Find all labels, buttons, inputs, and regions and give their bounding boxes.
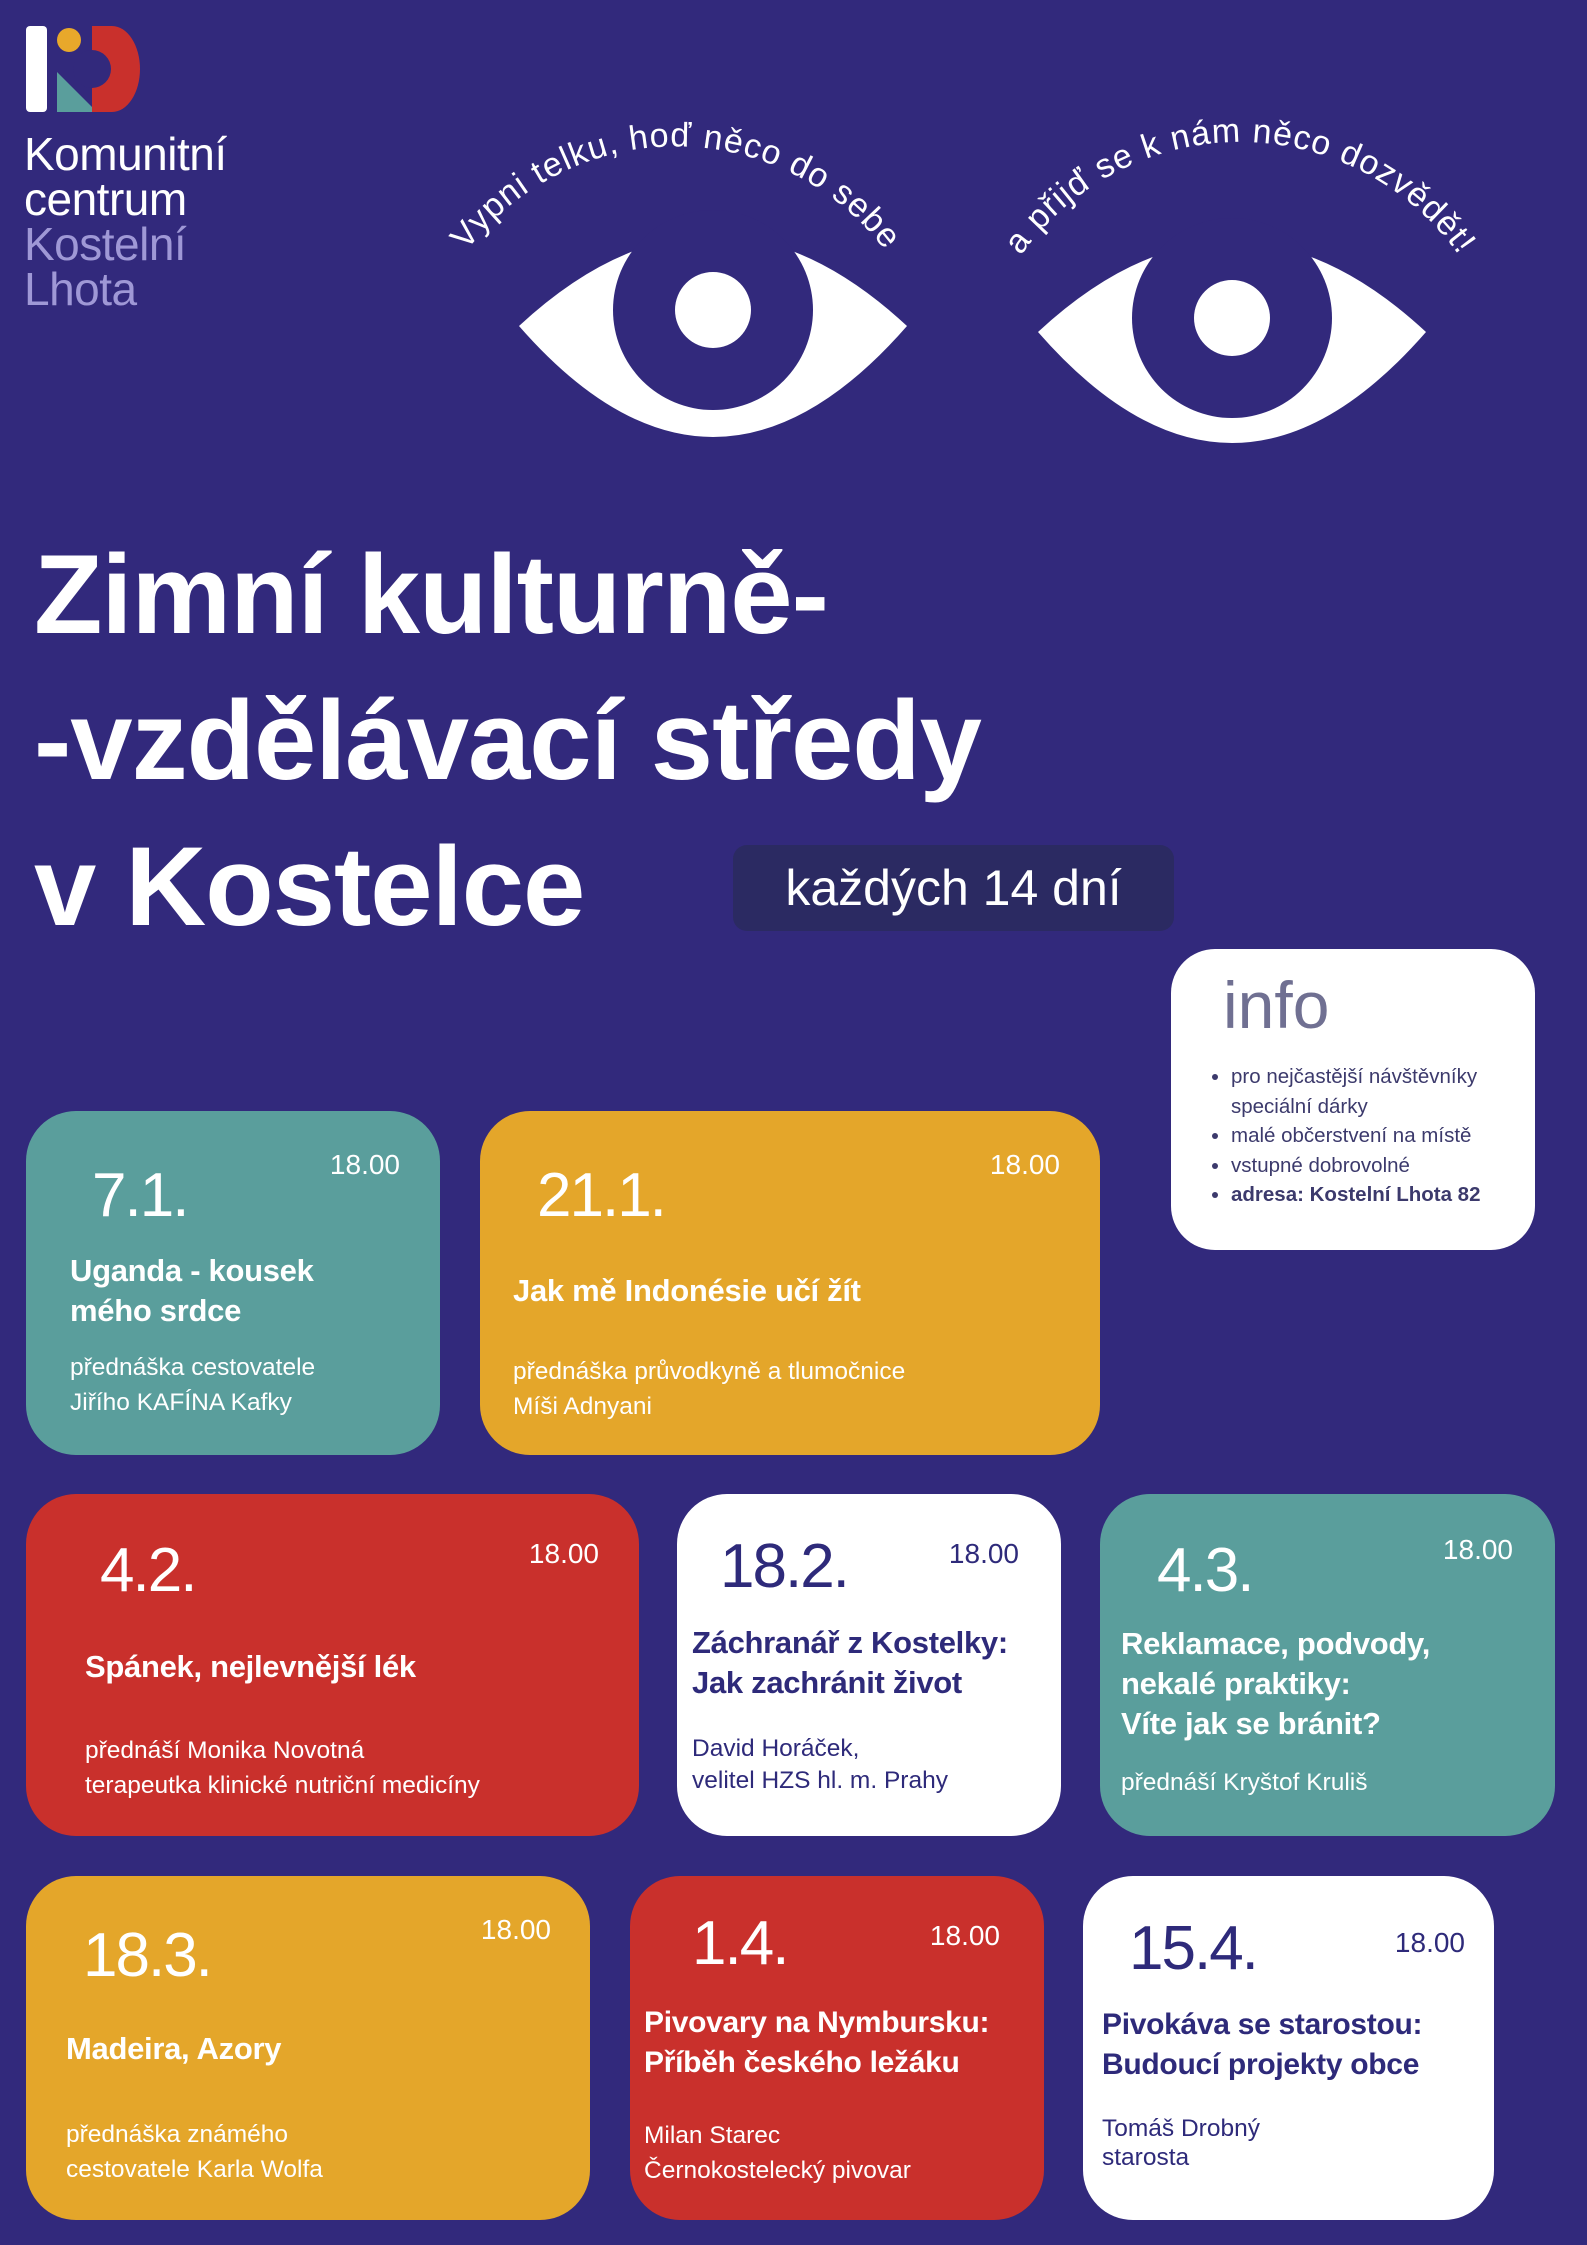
event-card: 21.1. 18.00 Jak mě Indonésie učí žít pře… xyxy=(480,1111,1100,1455)
event-speaker: přednáška známého cestovatele Karla Wolfa xyxy=(66,2117,323,2187)
event-speaker: přednáší Kryštof Kruliš xyxy=(1121,1765,1367,1800)
text-line: mého srdce xyxy=(70,1293,242,1328)
text-line: přednáší Monika Novotná xyxy=(85,1737,365,1764)
event-title: Reklamace, podvody, nekalé praktiky: Víte … xyxy=(1121,1624,1430,1744)
event-card: 1.4. 18.00 Pivovary na Nymbursku: Příběh … xyxy=(630,1876,1044,2220)
text-line: Míši Adnyani xyxy=(513,1393,652,1420)
event-time: 18.00 xyxy=(1442,1534,1513,1565)
event-card: 15.4. 18.00 Pivokáva se starostou: Budouc… xyxy=(1083,1876,1494,2220)
text-line: Madeira, Azory xyxy=(66,2031,282,2066)
page-title: Zimní kulturně- -vzdělávací středy v Kos… xyxy=(34,522,982,960)
event-title: Pivovary na Nymbursku: Příběh českého lež… xyxy=(644,2003,990,2083)
text-line: cestovatele Karla Wolfa xyxy=(66,2156,323,2183)
text-line: Tomáš Drobný xyxy=(1102,2115,1260,2142)
frequency-badge: každých 14 dní xyxy=(733,845,1174,931)
title-line: Zimní kulturně- xyxy=(34,532,829,657)
text-line: Jak zachránit život xyxy=(692,1665,962,1700)
logo-line: Komunitní xyxy=(24,128,227,180)
logo-line: centrum xyxy=(24,173,187,225)
event-card: 7.1. 18.00 Uganda - kousek mého srdce pře… xyxy=(26,1111,440,1455)
text-line: Jak mě Indonésie učí žít xyxy=(513,1273,861,1308)
text-line: Reklamace, podvody, xyxy=(1121,1626,1431,1661)
event-time: 18.00 xyxy=(948,1538,1019,1569)
event-time: 18.00 xyxy=(1394,1927,1465,1958)
event-date: 7.1. xyxy=(92,1161,189,1230)
event-speaker: přednáška cestovatele Jiřího KAFÍNA Kafky xyxy=(70,1350,315,1420)
event-title: Madeira, Azory xyxy=(66,2029,281,2069)
event-time: 18.00 xyxy=(480,1914,551,1945)
event-card: 18.3. 18.00 Madeira, Azory přednáška zná… xyxy=(26,1876,590,2220)
event-time: 18.00 xyxy=(929,1920,1000,1951)
text-line: Jiřího KAFÍNA Kafky xyxy=(70,1389,292,1416)
logo-text: Komunitní centrum Kostelní Lhota xyxy=(24,128,227,315)
info-heading: info xyxy=(1223,968,1330,1042)
text-line: Budoucí projekty obce xyxy=(1102,2048,1420,2081)
event-speaker: Milan Starec Černokostelecký pivovar xyxy=(644,2118,911,2188)
text-line: David Horáček, xyxy=(692,1735,860,1762)
event-time: 18.00 xyxy=(329,1149,400,1180)
event-date: 18.3. xyxy=(83,1921,213,1990)
title-line: v Kostelce xyxy=(34,824,585,949)
text-line: starosta xyxy=(1102,2144,1190,2171)
text-line: Uganda - kousek xyxy=(70,1253,314,1288)
event-date: 1.4. xyxy=(692,1909,789,1978)
event-time: 18.00 xyxy=(528,1538,599,1569)
info-list: pro nejčastější návštěvníky speciální dá… xyxy=(1211,1062,1551,1210)
text-line: Pivokáva se starostou: xyxy=(1102,2008,1423,2041)
logo-icon xyxy=(26,26,140,112)
eye-icon-left xyxy=(519,210,907,437)
logo-line: Kostelní xyxy=(24,218,187,270)
text-line: Pivovary na Nymbursku: xyxy=(644,2006,990,2039)
eye-icon-right xyxy=(1038,218,1426,443)
text-line: Záchranář z Kostelky: xyxy=(692,1625,1008,1660)
text-line: Příběh českého ležáku xyxy=(644,2046,960,2079)
event-card: 18.2. 18.00 Záchranář z Kostelky: Jak zac… xyxy=(677,1494,1061,1836)
event-date: 4.3. xyxy=(1157,1536,1254,1605)
event-title: Spánek, nejlevnější lék xyxy=(85,1647,416,1687)
text-line: Víte jak se bránit? xyxy=(1121,1706,1381,1741)
event-date: 21.1. xyxy=(537,1161,667,1230)
info-box: info pro nejčastější návštěvníky speciál… xyxy=(1171,949,1535,1250)
event-speaker: přednáší Monika Novotná terapeutka klinic… xyxy=(85,1733,480,1803)
text-line: terapeutka klinické nutriční medicíny xyxy=(85,1772,480,1799)
event-date: 18.2. xyxy=(720,1532,850,1601)
logo-line: Lhota xyxy=(24,263,137,315)
event-card: 4.3. 18.00 Reklamace, podvody, nekalé pra… xyxy=(1100,1494,1555,1836)
event-time: 18.00 xyxy=(989,1149,1060,1180)
text-line: přednáší Kryštof Kruliš xyxy=(1121,1769,1368,1796)
text-line: přednáška průvodkyně a tlumočnice xyxy=(513,1358,906,1385)
event-card: 4.2. 18.00 Spánek, nejlevnější lék předn… xyxy=(26,1494,639,1836)
info-item: pro nejčastější návštěvníky speciální dá… xyxy=(1231,1062,1551,1121)
event-date: 4.2. xyxy=(100,1536,197,1605)
eyes-graphic: Vypni telku, hoď něco do sebe a přijď se… xyxy=(443,112,1482,443)
title-line: -vzdělávací středy xyxy=(34,678,982,803)
event-title: Pivokáva se starostou: Budoucí projekty o… xyxy=(1102,2005,1423,2085)
info-item: adresa: Kostelní Lhota 82 xyxy=(1231,1180,1551,1210)
text-line: přednáška známého xyxy=(66,2121,289,2148)
event-date: 15.4. xyxy=(1129,1914,1259,1983)
text-line: Milan Starec xyxy=(644,2122,781,2149)
text-line: Spánek, nejlevnější lék xyxy=(85,1649,416,1684)
event-title: Uganda - kousek mého srdce xyxy=(70,1251,314,1331)
event-speaker: přednáška průvodkyně a tlumočnice Míši Ad… xyxy=(513,1354,905,1424)
info-item: malé občerstvení na místě xyxy=(1231,1121,1551,1151)
event-speaker: Tomáš Drobný starosta xyxy=(1102,2114,1260,2172)
event-title: Záchranář z Kostelky: Jak zachránit život xyxy=(692,1623,1008,1703)
text-line: přednáška cestovatele xyxy=(70,1354,316,1381)
text-line: velitel HZS hl. m. Prahy xyxy=(692,1767,948,1794)
event-speaker: David Horáček, velitel HZS hl. m. Prahy xyxy=(692,1733,948,1797)
info-item: vstupné dobrovolné xyxy=(1231,1151,1551,1181)
text-line: Černokostelecký pivovar xyxy=(644,2157,911,2184)
text-line: nekalé praktiky: xyxy=(1121,1666,1351,1701)
event-title: Jak mě Indonésie učí žít xyxy=(513,1271,861,1311)
